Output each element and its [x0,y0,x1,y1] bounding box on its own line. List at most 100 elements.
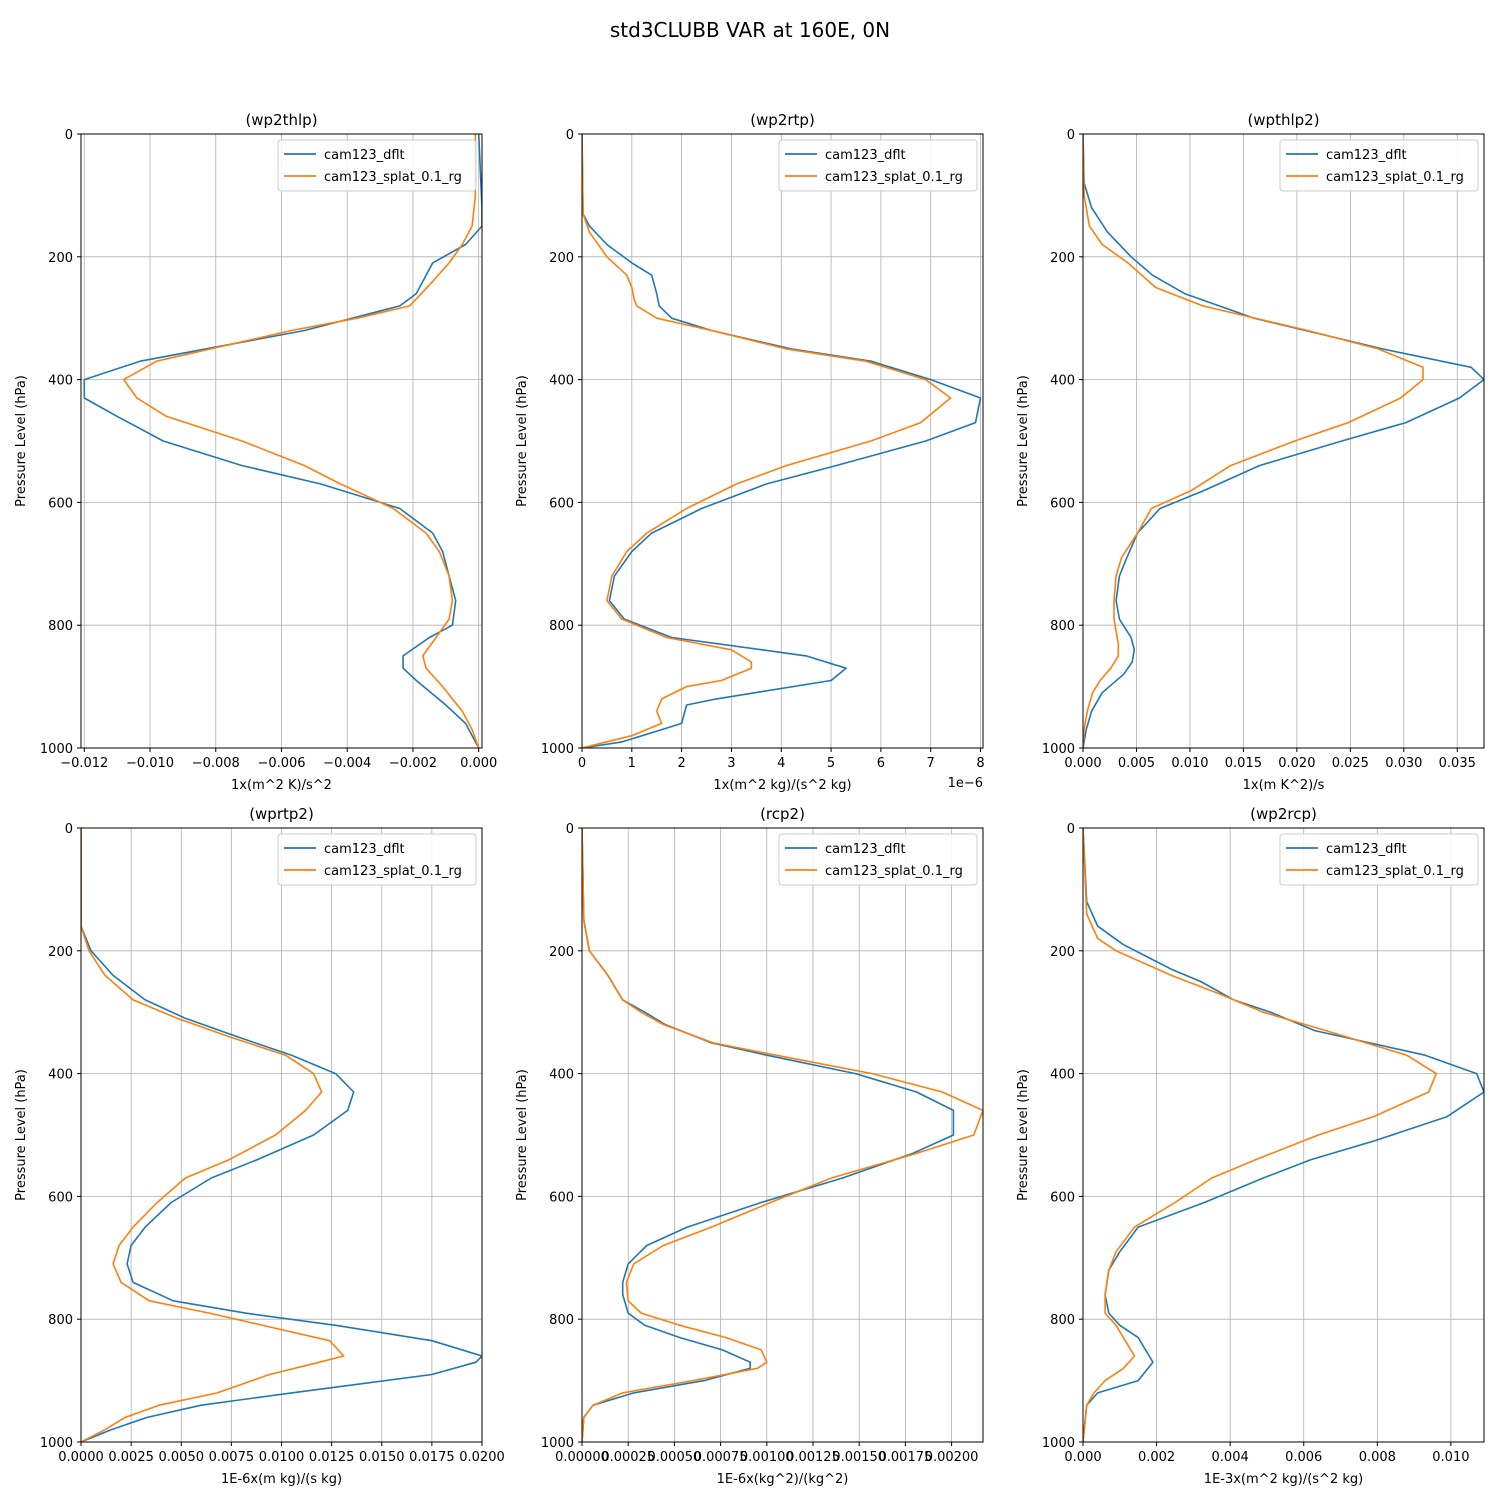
y-tick-label: 1000 [1042,742,1075,757]
legend-entry: cam123_splat_0.1_rg [1326,864,1464,879]
x-axis-label: 1E-6x(m kg)/(s kg) [221,1472,342,1487]
x-tick-label: 0.000 [1064,1450,1101,1465]
y-tick-label: 800 [549,619,574,634]
panel-title: (wp2rcp) [1250,805,1317,823]
x-tick-label: 8 [976,756,984,771]
x-tick-label: 0.0100 [259,1450,305,1465]
y-tick-label: 800 [48,1313,73,1328]
y-tick-label: 800 [549,1313,574,1328]
y-tick-label: 400 [549,374,574,389]
x-axis-label: 1x(m^2 K)/s^2 [231,778,332,793]
x-tick-label: 0.000 [1064,756,1101,771]
x-tick-label: 0.0150 [359,1450,405,1465]
x-tick-label: 0.020 [1278,756,1315,771]
x-tick-label: 0.00200 [925,1450,979,1465]
y-tick-label: 600 [549,496,574,511]
series-line-cam123_dflt [582,828,955,1442]
y-axis-label: Pressure Level (hPa) [1016,375,1031,507]
y-tick-label: 400 [48,1068,73,1083]
x-tick-label: 2 [677,756,685,771]
x-tick-label: 0.035 [1439,756,1476,771]
legend-box [277,833,477,886]
legend: cam123_dflt cam123_splat_0.1_rg [1279,139,1479,192]
axes-frame [1082,133,1485,749]
y-tick-label: 200 [48,251,73,266]
legend-entry: cam123_splat_0.1_rg [825,864,963,879]
x-tick-label: 0.00125 [786,1450,840,1465]
x-tick-label: 0.00025 [601,1450,655,1465]
plot-area [582,828,983,1442]
y-tick-label: 0 [566,822,574,837]
series-line-cam123_dflt [81,828,482,1442]
x-tick-label: 0.0125 [309,1450,355,1465]
x-tick-label: 6 [877,756,885,771]
y-tick-label: 200 [1050,945,1075,960]
y-tick-label: 200 [549,251,574,266]
x-tick-label: 0.0025 [108,1450,154,1465]
panel-title: (rcp2) [760,805,805,823]
legend: cam123_dflt cam123_splat_0.1_rg [1279,833,1479,886]
y-tick-label: 1000 [40,742,73,757]
y-tick-label: 400 [549,1068,574,1083]
axes-frame [581,133,984,749]
legend: cam123_dflt cam123_splat_0.1_rg [277,833,477,886]
y-tick-label: 1000 [541,742,574,757]
y-tick-label: 600 [1050,496,1075,511]
x-tick-label: 0.010 [1171,756,1208,771]
figure-title: std3CLUBB VAR at 160E, 0N [610,18,890,42]
series-line-cam123_splat_0.1_rg [582,134,952,748]
y-tick-label: 0 [65,128,73,143]
x-tick-label: 0.015 [1225,756,1262,771]
legend-entry: cam123_dflt [825,842,906,857]
y-axis-label: Pressure Level (hPa) [515,375,530,507]
x-tick-label: 0.010 [1432,1450,1469,1465]
y-tick-label: 800 [1050,619,1075,634]
series-line-cam123_splat_0.1_rg [81,828,345,1442]
x-tick-label: 0.000 [460,756,497,771]
y-axis-label: Pressure Level (hPa) [14,1069,29,1201]
x-tick-label: 3 [727,756,735,771]
y-tick-label: 400 [1050,374,1075,389]
legend-entry: cam123_dflt [1326,148,1407,163]
y-tick-label: 400 [48,374,73,389]
x-axis-label: 1x(m^2 kg)/(s^2 kg) [713,778,851,793]
legend-entry: cam123_splat_0.1_rg [825,170,963,185]
x-tick-label: 1 [628,756,636,771]
x-tick-label: −0.012 [60,756,108,771]
y-tick-label: 400 [1050,1068,1075,1083]
series-line-cam123_splat_0.1_rg [1083,134,1424,748]
x-tick-label: −0.004 [323,756,371,771]
legend-box [778,833,978,886]
y-tick-label: 1000 [541,1436,574,1451]
y-tick-label: 600 [48,496,73,511]
legend-entry: cam123_dflt [324,148,405,163]
x-tick-label: 7 [927,756,935,771]
y-axis-label: Pressure Level (hPa) [515,1069,530,1201]
x-tick-label: 0.00175 [879,1450,933,1465]
axes-frame [581,827,984,1443]
y-axis-label: Pressure Level (hPa) [14,375,29,507]
y-tick-label: 0 [566,128,574,143]
y-tick-label: 200 [1050,251,1075,266]
x-tick-label: −0.008 [192,756,240,771]
panel-title: (wp2thlp) [245,111,317,129]
legend: cam123_dflt cam123_splat_0.1_rg [778,833,978,886]
series-line-cam123_dflt [1083,828,1484,1442]
legend-entry: cam123_dflt [825,148,906,163]
y-tick-label: 200 [48,945,73,960]
legend-entry: cam123_dflt [324,842,405,857]
panel-title: (wprtp2) [249,805,314,823]
plot-area [1083,134,1484,748]
x-tick-label: 0.025 [1332,756,1369,771]
y-tick-label: 0 [1067,128,1075,143]
x-tick-label: 0.00075 [694,1450,748,1465]
y-tick-label: 800 [48,619,73,634]
y-tick-label: 1000 [1042,1436,1075,1451]
series-line-cam123_splat_0.1_rg [1083,828,1437,1442]
panel-title: (wpthlp2) [1247,111,1319,129]
y-tick-label: 600 [1050,1190,1075,1205]
x-tick-label: −0.010 [126,756,174,771]
panel-wprtp2: 0.0000 0.0025 0.0050 0.0075 0.0100 0.0125 0.01… [14,805,505,1487]
y-tick-label: 0 [1067,822,1075,837]
x-tick-label: 0 [578,756,586,771]
